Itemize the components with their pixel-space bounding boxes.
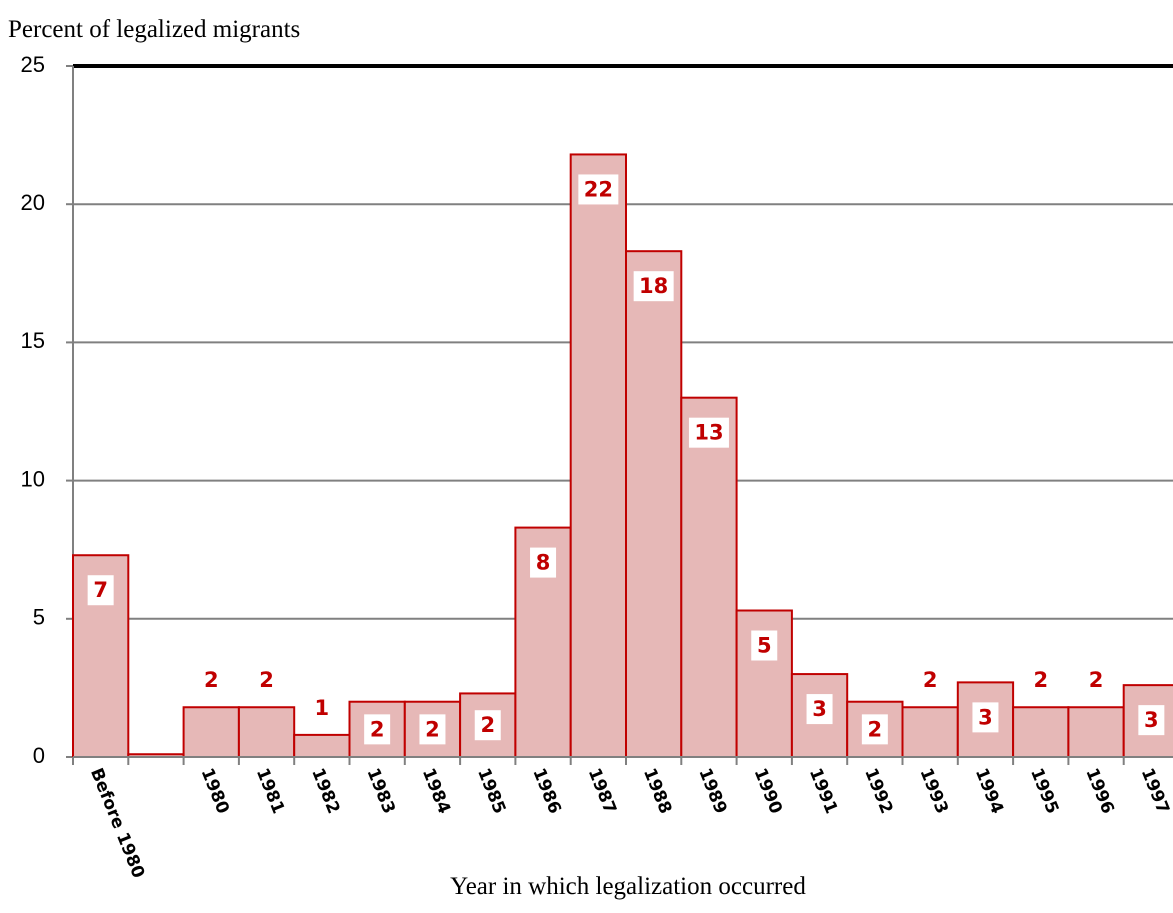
value-label: 2 [868,717,883,741]
value-label-box [578,174,619,205]
bar [1067,706,1125,758]
value-label: 7 [93,578,108,602]
x-tick-label: 1982 [307,765,343,816]
x-tick-label: 1997 [1137,765,1173,816]
x-tick-label: 1986 [528,765,564,816]
bar [237,706,296,758]
value-label: 2 [259,668,274,692]
y-tick-label: 0 [33,743,45,768]
y-tick-label: 10 [21,466,45,491]
x-tick-label: 1985 [473,765,509,816]
value-label: 13 [694,421,723,445]
value-label: 2 [1033,668,1048,692]
x-tick-label: 1993 [916,765,952,816]
x-tick-label: 1991 [805,765,841,816]
value-label-box [688,417,729,448]
chart-title: Percent of legalized migrants [8,16,300,43]
bar [182,706,240,758]
bar [293,733,351,758]
x-tick-label: 1995 [1026,765,1062,816]
bar [625,250,683,759]
value-label-box [364,714,391,745]
x-tick-label: 1992 [860,765,896,816]
value-label-box [806,694,833,725]
y-tick-label: 20 [21,190,45,215]
value-label-box [87,575,114,606]
x-tick-label: 1980 [197,765,233,817]
value-label: 2 [480,713,495,737]
value-label: 3 [812,697,827,721]
value-label-box [633,271,674,302]
x-tick-label: 1996 [1081,765,1117,816]
value-label-box [474,710,501,741]
x-tick-label: 1984 [418,765,454,817]
value-label: 2 [923,668,938,692]
value-label: 18 [639,274,668,298]
y-tick-label: 15 [21,328,45,353]
bar [680,396,738,758]
x-tick-label: 1989 [694,765,730,816]
value-label: 8 [536,551,551,575]
y-tick-label: 5 [33,605,45,630]
x-tick-label: 1988 [639,765,675,816]
value-label: 2 [370,717,385,741]
value-label: 1 [315,696,330,720]
value-label-box [419,714,446,745]
x-tick-label: Before 1980 [86,765,148,881]
value-label-box [530,547,557,578]
bar [901,706,959,758]
x-tick-label: 1983 [363,765,399,816]
value-label: 2 [425,717,440,741]
value-label: 3 [1144,708,1159,732]
value-label: 2 [204,668,219,692]
value-label: 2 [1089,668,1104,692]
value-label-box [751,630,778,661]
bar [569,153,628,758]
x-tick-label: 1981 [252,765,288,816]
x-tick-label: 1987 [584,765,620,816]
value-label-box [1138,705,1165,736]
x-tick-label: 1990 [750,765,786,817]
value-label: 22 [584,177,613,201]
x-axis-title: Year in which legalization occurred [450,873,806,900]
y-tick-label: 25 [21,52,45,77]
value-label-box [861,714,888,745]
x-tick-label: 1994 [971,765,1007,817]
bar [1012,706,1070,758]
value-label: 5 [757,634,772,658]
value-label: 3 [978,705,993,729]
value-label-box [972,702,999,733]
